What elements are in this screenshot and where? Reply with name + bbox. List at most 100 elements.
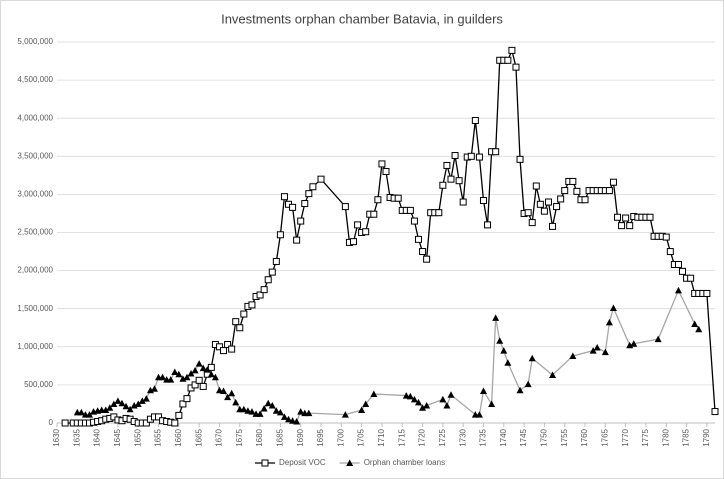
data-point — [536, 200, 544, 208]
data-point — [195, 376, 203, 384]
data-point — [142, 419, 150, 427]
data-point — [134, 400, 142, 407]
data-point — [549, 222, 557, 230]
data-point — [687, 274, 695, 282]
data-point — [354, 221, 362, 229]
data-point — [423, 401, 431, 409]
data-point — [289, 417, 297, 424]
data-point — [85, 411, 93, 418]
data-point — [479, 196, 487, 204]
data-point — [512, 63, 520, 71]
x-tick-label: 1790 — [702, 428, 711, 446]
data-point — [419, 404, 427, 411]
data-point — [374, 196, 382, 204]
data-point — [492, 314, 500, 321]
data-point — [467, 152, 475, 160]
data-point — [626, 222, 634, 230]
data-point — [248, 301, 256, 309]
x-tick-label: 1760 — [580, 428, 589, 446]
data-point — [589, 347, 597, 354]
data-point — [224, 393, 232, 401]
data-point — [362, 400, 370, 407]
data-point — [232, 398, 240, 406]
data-point — [285, 415, 293, 423]
data-point — [215, 386, 223, 394]
x-tick-label: 1680 — [255, 428, 264, 446]
data-point — [508, 46, 516, 54]
data-point — [540, 207, 548, 215]
data-point — [561, 187, 569, 195]
data-point — [280, 193, 288, 201]
data-point — [500, 347, 508, 354]
data-point — [260, 405, 268, 412]
data-point — [317, 175, 325, 183]
data-point — [215, 343, 223, 351]
data-point — [280, 413, 288, 420]
legend-marker — [261, 459, 269, 467]
data-point — [455, 177, 463, 185]
x-tick-label: 1720 — [418, 428, 427, 446]
data-point — [171, 419, 179, 427]
data-point — [126, 405, 134, 413]
data-point — [695, 325, 703, 333]
x-tick-label: 1635 — [72, 428, 81, 446]
data-point — [516, 155, 524, 163]
data-point — [183, 373, 191, 381]
legend-label: Deposit VOC — [279, 458, 326, 467]
y-tick-label: 3,500,000 — [17, 151, 53, 160]
x-tick-label: 1685 — [276, 428, 285, 446]
data-point — [211, 373, 219, 381]
data-point — [402, 392, 410, 399]
x-tick-label: 1765 — [600, 428, 609, 446]
data-point — [256, 410, 264, 417]
x-tick-label: 1630 — [52, 428, 61, 446]
data-point — [199, 364, 207, 372]
y-tick-label: 500,000 — [24, 380, 53, 389]
x-tick-label: 1740 — [499, 428, 508, 446]
data-point — [573, 187, 581, 195]
data-point — [293, 236, 301, 244]
data-point — [654, 335, 662, 343]
data-point — [492, 148, 500, 156]
data-point — [622, 214, 630, 222]
x-tick-label: 1660 — [174, 428, 183, 446]
data-point — [114, 397, 122, 404]
y-tick-label: 3,000,000 — [17, 190, 53, 199]
x-tick-label: 1770 — [621, 428, 630, 446]
data-point — [443, 161, 451, 169]
data-point — [228, 389, 236, 397]
data-point — [553, 203, 561, 211]
data-point — [289, 203, 297, 211]
data-point — [609, 304, 617, 311]
y-tick-label: 2,500,000 — [17, 228, 53, 237]
x-tick-label: 1655 — [154, 428, 163, 446]
data-point — [414, 398, 422, 406]
data-point — [358, 406, 366, 414]
data-point — [244, 407, 252, 414]
data-point — [276, 231, 284, 239]
data-point — [106, 404, 114, 411]
data-point — [207, 363, 215, 371]
data-point — [272, 407, 280, 414]
data-point — [674, 286, 682, 294]
data-point — [220, 347, 228, 355]
x-tick-label: 1755 — [560, 428, 569, 446]
data-point — [475, 153, 483, 161]
data-point — [207, 370, 215, 378]
data-point — [305, 409, 313, 417]
data-point — [394, 194, 402, 202]
data-point — [439, 395, 447, 403]
x-tick-label: 1710 — [377, 428, 386, 446]
data-point — [406, 392, 414, 400]
data-point — [581, 196, 589, 204]
data-point — [662, 233, 670, 241]
x-tick-label: 1670 — [215, 428, 224, 446]
data-point — [544, 198, 552, 206]
data-point — [524, 380, 532, 388]
data-point — [516, 386, 524, 394]
data-point — [155, 413, 163, 421]
data-point — [191, 366, 199, 374]
data-point — [601, 348, 609, 356]
x-tick-label: 1650 — [133, 428, 142, 446]
data-point — [268, 268, 276, 276]
